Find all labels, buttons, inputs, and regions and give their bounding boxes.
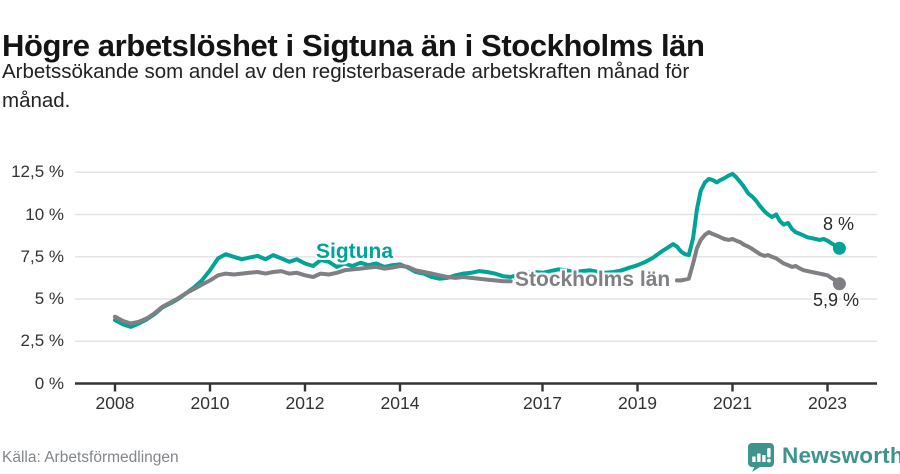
subtitle-line-1: Arbetssökande som andel av den registerb… bbox=[2, 60, 690, 83]
x-tick-label: 2021 bbox=[713, 393, 752, 413]
y-tick-label: 7,5 % bbox=[20, 246, 64, 266]
x-tick-label: 2019 bbox=[618, 393, 657, 413]
x-tick-label: 2023 bbox=[808, 393, 847, 413]
series-label-stockholm: Stockholms län bbox=[515, 268, 671, 291]
x-tick-label: 2017 bbox=[523, 393, 562, 413]
x-tick-label: 2008 bbox=[95, 393, 135, 413]
y-tick-label: 2,5 % bbox=[20, 331, 64, 351]
x-tick-label: 2010 bbox=[190, 393, 230, 413]
newsworthy-logo: Newsworthy bbox=[744, 441, 900, 473]
bar-chart-speech-bubble-icon bbox=[748, 443, 774, 472]
page-title: Högre arbetslöshet i Sigtuna än i Stockh… bbox=[2, 27, 705, 63]
source-note: Källa: Arbetsförmedlingen bbox=[2, 449, 179, 466]
x-tick-label: 2012 bbox=[285, 393, 325, 413]
end-value-label-stockholm: 5,9 % bbox=[813, 290, 860, 310]
series-label-sigtuna: Sigtuna bbox=[316, 240, 393, 263]
y-tick-label: 10 % bbox=[25, 204, 64, 224]
y-tick-label: 12,5 % bbox=[11, 162, 64, 182]
subtitle-line-2: månad. bbox=[2, 88, 71, 112]
brand-name: Newsworthy bbox=[782, 443, 900, 468]
x-tick-label: 2014 bbox=[380, 393, 420, 413]
y-tick-label: 0 % bbox=[34, 373, 64, 393]
y-tick-label: 5 % bbox=[34, 289, 64, 308]
end-value-label-sigtuna: 8 % bbox=[823, 214, 855, 234]
chart-subtitle: Arbetssökande som andel av den registerb… bbox=[2, 58, 892, 115]
